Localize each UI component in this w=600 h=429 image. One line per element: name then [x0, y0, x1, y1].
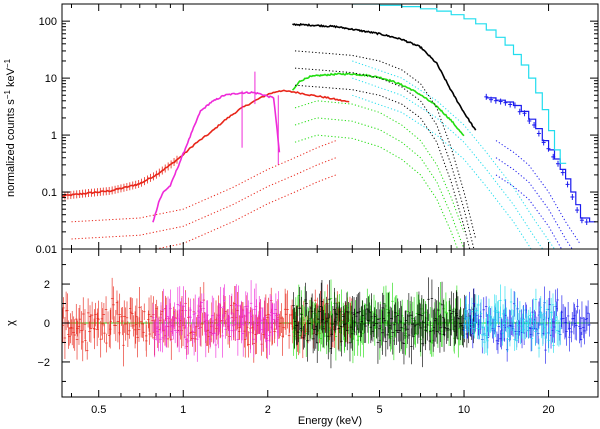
model-component-red-model-components-0: [71, 140, 337, 223]
y-tick-label-top: 10: [45, 73, 57, 85]
model-step-blue: [486, 97, 596, 223]
x-tick-label: 5: [376, 404, 382, 416]
residual-plot-area: [62, 277, 598, 369]
model-component-red-model-components-2: [153, 174, 337, 249]
spectrum-plot-area: [62, 4, 596, 249]
ylabel-sup2: −1: [3, 58, 12, 68]
ylabel-mid: keV: [5, 67, 17, 90]
data-series-green: [291, 72, 465, 137]
ylabel-sup1: −1: [3, 90, 12, 100]
top-panel-frame: [61, 3, 599, 250]
data-series-magenta: [152, 91, 281, 223]
y-tick-label-top: 1: [51, 130, 57, 142]
model-component-black-model-components-2: [294, 84, 471, 249]
y-tick-label-top: 100: [39, 16, 57, 28]
model-component-blue-model-components-1: [495, 157, 573, 249]
y-tick-label-bottom: 2: [44, 279, 50, 291]
model-component-red-model-components-1: [71, 157, 337, 240]
x-tick-label: 2: [265, 404, 271, 416]
x-tick-label: 20: [542, 404, 554, 416]
model-component-blue-model-components-2: [495, 174, 563, 249]
ylabel-main: normalized counts s: [5, 99, 17, 197]
y-tick-label-top: 0.1: [42, 187, 57, 199]
data-series-red: [62, 89, 350, 198]
model-component-blue-model-components-0: [495, 140, 581, 245]
y-tick-label-top: 0.01: [36, 244, 57, 256]
y-axis-title-bottom: χ: [5, 320, 17, 326]
x-axis-title: Energy (keV): [298, 415, 362, 427]
bottom-panel-ticks: 0.5 1 2 5 10 20 −2 0 2: [37, 249, 599, 416]
model-component-green-model-components-0: [294, 100, 465, 233]
x-tick-label: 10: [458, 404, 470, 416]
y-axis-title-top: normalized counts s−1 keV−1: [3, 58, 18, 197]
model-step-cyan: [352, 4, 567, 164]
top-panel-ticks: 0.01 0.1 1 10 100: [36, 3, 599, 256]
bottom-panel: 0.5 1 2 5 10 20 −2 0 2 χ Energy (keV): [5, 248, 599, 427]
x-tick-label: 0.5: [91, 404, 106, 416]
y-tick-label-bottom: −2: [37, 357, 50, 369]
model-component-green-model-components-2: [294, 134, 459, 249]
x-tick-label: 1: [180, 404, 186, 416]
model-component-green-model-components-1: [294, 117, 465, 249]
y-tick-label-bottom: 0: [44, 318, 50, 330]
data-series-black: [292, 22, 477, 131]
